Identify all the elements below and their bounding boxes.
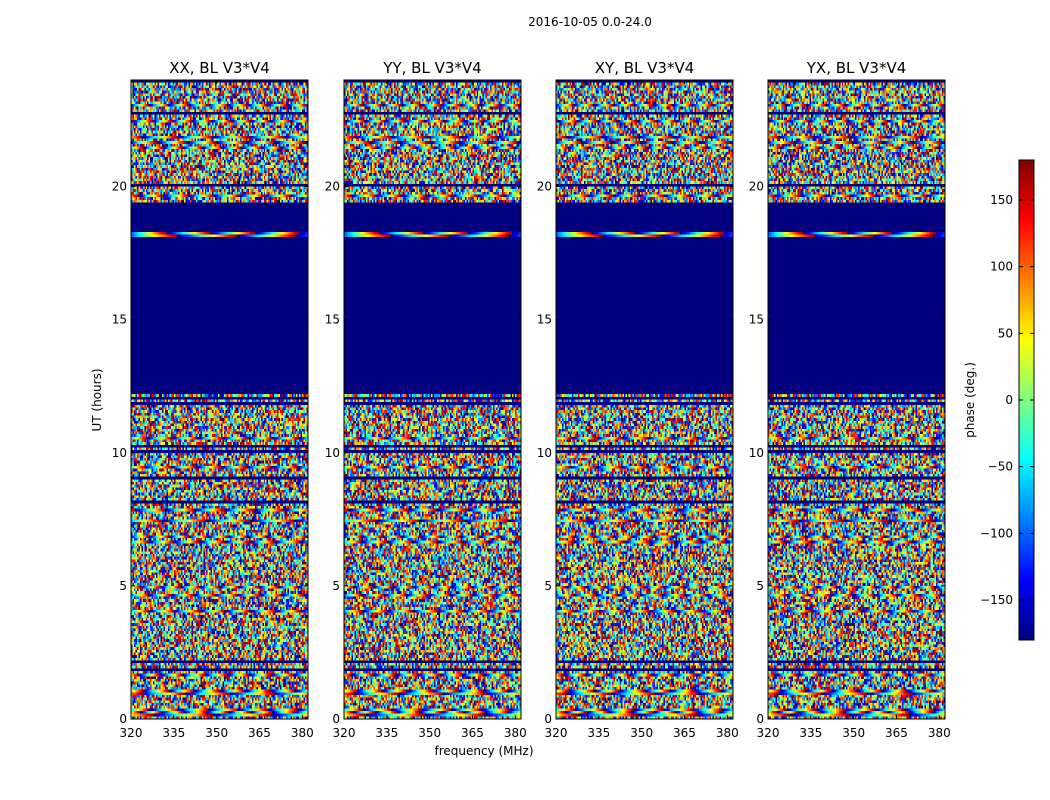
x-tick-label: 365 [885,726,908,740]
x-tick-label: 320 [333,726,356,740]
colorbar-tick-label: 100 [990,260,1013,274]
phase-heatmap-image [344,80,521,719]
figure-title: 2016-10-05 0.0-24.0 [528,15,652,29]
y-tick-label: 20 [749,180,764,194]
panel-frame [767,79,946,720]
y-tick-label: 5 [119,579,127,593]
panel-title: YX, BL V3*V4 [806,59,907,77]
y-tick-label: 5 [332,579,340,593]
x-tick-label: 350 [842,726,865,740]
y-tick-label: 0 [332,712,340,726]
panel-frame [343,79,522,720]
panel-2: YY, BL V3*V4 320 335 350 365 380 0 5 10 15 20 [325,59,527,740]
colorbar-tick-label: 0 [1005,393,1013,407]
x-tick-label: 380 [716,726,739,740]
x-tick-label: 380 [504,726,527,740]
y-tick-label: 20 [112,180,127,194]
x-tick-label: 335 [375,726,398,740]
y-tick-label: 0 [544,712,552,726]
colorbar-tick-label: −50 [988,460,1013,474]
x-tick-label: 335 [162,726,185,740]
panel-frame [555,79,734,720]
y-tick-label: 10 [537,446,552,460]
colorbar-tick-label: 50 [998,326,1013,340]
x-tick-label: 380 [928,726,951,740]
y-tick-label: 15 [749,313,764,327]
y-tick-label: 0 [756,712,764,726]
phase-heatmap-image [131,80,308,719]
colorbar-gradient [1019,160,1034,640]
panel-1: XX, BL V3*V4 320 335 350 365 380 0 5 10 15 20 [112,59,314,740]
x-tick-label: 335 [587,726,610,740]
y-tick-label: 10 [325,446,340,460]
panel-3: XY, BL V3*V4 320 335 350 365 380 0 5 10 15 20 [537,59,739,740]
x-tick-label: 350 [418,726,441,740]
y-tick-label: 20 [537,180,552,194]
x-tick-label: 320 [120,726,143,740]
colorbar-tick-label: −150 [980,593,1013,607]
panel-title: XX, BL V3*V4 [169,59,270,77]
phase-heatmap-image [556,80,733,719]
y-tick-label: 5 [544,579,552,593]
x-tick-label: 365 [461,726,484,740]
y-tick-label: 5 [756,579,764,593]
y-tick-label: 10 [749,446,764,460]
x-tick-label: 380 [291,726,314,740]
x-tick-label: 335 [799,726,822,740]
y-tick-label: 0 [119,712,127,726]
panel-title: YY, BL V3*V4 [382,59,481,77]
phase-heatmap-image [768,80,945,719]
panel-4: YX, BL V3*V4 320 335 350 365 380 0 5 10 15 20 [749,59,951,740]
y-axis-label: UT (hours) [90,368,104,431]
colorbar: 150 100 50 0 −50 −100 −150 [980,159,1035,641]
x-tick-label: 365 [673,726,696,740]
panel-title: XY, BL V3*V4 [595,59,695,77]
x-tick-label: 350 [630,726,653,740]
colorbar-tick-label: 150 [990,193,1013,207]
y-tick-label: 15 [537,313,552,327]
x-tick-label: 320 [757,726,780,740]
colorbar-tick-label: −100 [980,526,1013,540]
x-tick-label: 365 [248,726,271,740]
y-tick-label: 10 [112,446,127,460]
panel-frame [130,79,309,720]
colorbar-label: phase (deg.) [963,362,977,438]
x-tick-label: 350 [205,726,228,740]
x-axis-label: frequency (MHz) [434,744,533,758]
y-tick-label: 20 [325,180,340,194]
y-tick-label: 15 [325,313,340,327]
x-tick-label: 320 [545,726,568,740]
y-tick-label: 15 [112,313,127,327]
